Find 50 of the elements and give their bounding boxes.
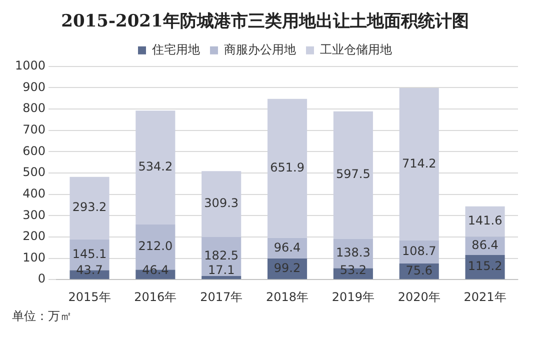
bar <box>202 276 242 280</box>
data-label: 115.2 <box>468 259 502 274</box>
data-label: 651.9 <box>270 160 304 175</box>
data-label: 293.2 <box>72 200 107 214</box>
x-tick-label: 2019年 <box>332 290 374 304</box>
chart-title: 2015-2021年防城港市三类用地出让土地面积统计图 <box>61 12 469 32</box>
y-tick-label: 500 <box>22 165 46 180</box>
data-label: 309.3 <box>204 196 239 210</box>
y-tick-label: 800 <box>22 101 46 116</box>
data-label: 43.7 <box>76 263 103 278</box>
y-tick-label: 0 <box>38 272 46 286</box>
data-label: 714.2 <box>402 156 436 170</box>
legend-label: 工业仓储用地 <box>320 42 392 57</box>
data-label: 597.5 <box>336 167 370 182</box>
data-label: 182.5 <box>204 248 239 263</box>
y-tick-label: 100 <box>22 250 46 264</box>
data-label: 75.6 <box>406 263 432 278</box>
data-label: 96.4 <box>274 240 301 254</box>
x-tick-label: 2020年 <box>398 290 440 304</box>
y-tick-label: 400 <box>22 186 46 200</box>
bar <box>202 171 242 238</box>
y-tick-label: 900 <box>22 80 46 94</box>
data-label: 138.3 <box>336 246 370 260</box>
y-tick-label: 1000 <box>14 58 46 73</box>
data-label: 108.7 <box>402 244 436 258</box>
data-label: 141.6 <box>468 214 502 228</box>
text: 单位：万㎡ <box>11 308 73 325</box>
bar <box>136 110 176 225</box>
data-label: 86.4 <box>472 238 498 252</box>
x-tick-label: 2015年 <box>68 290 111 304</box>
x-tick-label: 2017年 <box>200 290 243 304</box>
legend-label: 商服办公用地 <box>224 42 296 57</box>
y-tick-label: 700 <box>22 122 46 136</box>
x-tick-label: 2018年 <box>266 290 309 304</box>
data-label: 145.1 <box>72 246 107 261</box>
x-tick-label: 2016年 <box>134 290 177 304</box>
x-tick-label: 2021年 <box>464 290 506 304</box>
data-label: 99.2 <box>274 260 301 275</box>
bar <box>70 176 110 240</box>
y-tick-label: 200 <box>22 229 46 244</box>
bar <box>399 88 439 240</box>
bar <box>465 206 505 237</box>
data-label: 534.2 <box>138 160 173 174</box>
y-tick-label: 300 <box>22 208 46 222</box>
bar <box>267 98 308 238</box>
legend-label: 住宅用地 <box>151 42 200 57</box>
bar <box>333 111 373 239</box>
data-label: 212.0 <box>138 239 173 254</box>
data-label: 17.1 <box>208 263 235 278</box>
y-tick-label: 600 <box>22 144 46 158</box>
